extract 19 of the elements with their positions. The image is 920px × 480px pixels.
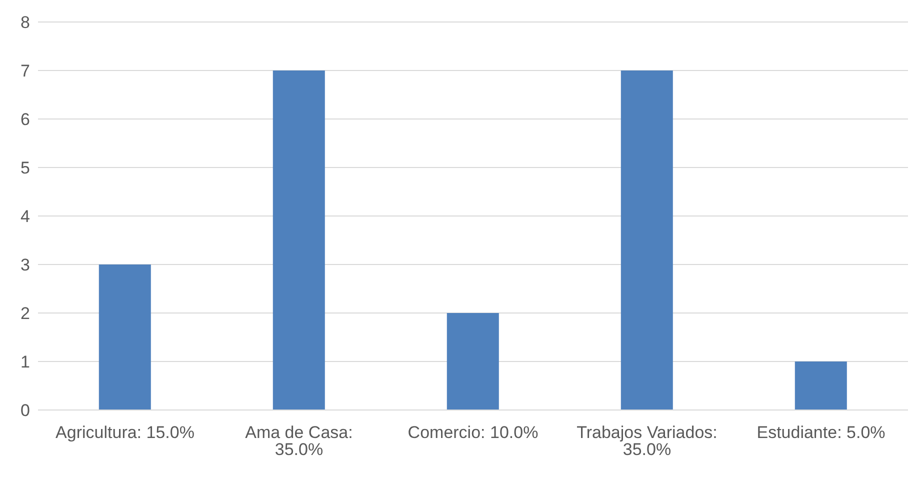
y-tick-label: 6 (20, 110, 30, 130)
bar (272, 70, 325, 410)
y-tick-label: 7 (20, 62, 30, 81)
bar (620, 70, 673, 410)
y-tick-label: 2 (20, 304, 30, 324)
bar (446, 313, 499, 410)
x-tick-label: Agricultura: 15.0% (56, 423, 194, 442)
x-tick-label: Trabajos Variados: 35.0% (576, 423, 718, 460)
y-tick-label: 4 (20, 207, 30, 226)
bar (98, 264, 151, 410)
y-tick-label: 3 (20, 256, 30, 275)
y-tick-label: 5 (20, 158, 30, 178)
x-tick-label: Ama de Casa: 35.0% (245, 423, 353, 460)
y-tick-label: 1 (20, 352, 30, 372)
y-tick-label: 8 (20, 13, 30, 32)
y-tick-label: 0 (20, 401, 30, 420)
x-tick-label: Comercio: 10.0% (408, 423, 538, 442)
x-tick-label: Estudiante: 5.0% (756, 423, 886, 442)
bar (794, 362, 847, 410)
